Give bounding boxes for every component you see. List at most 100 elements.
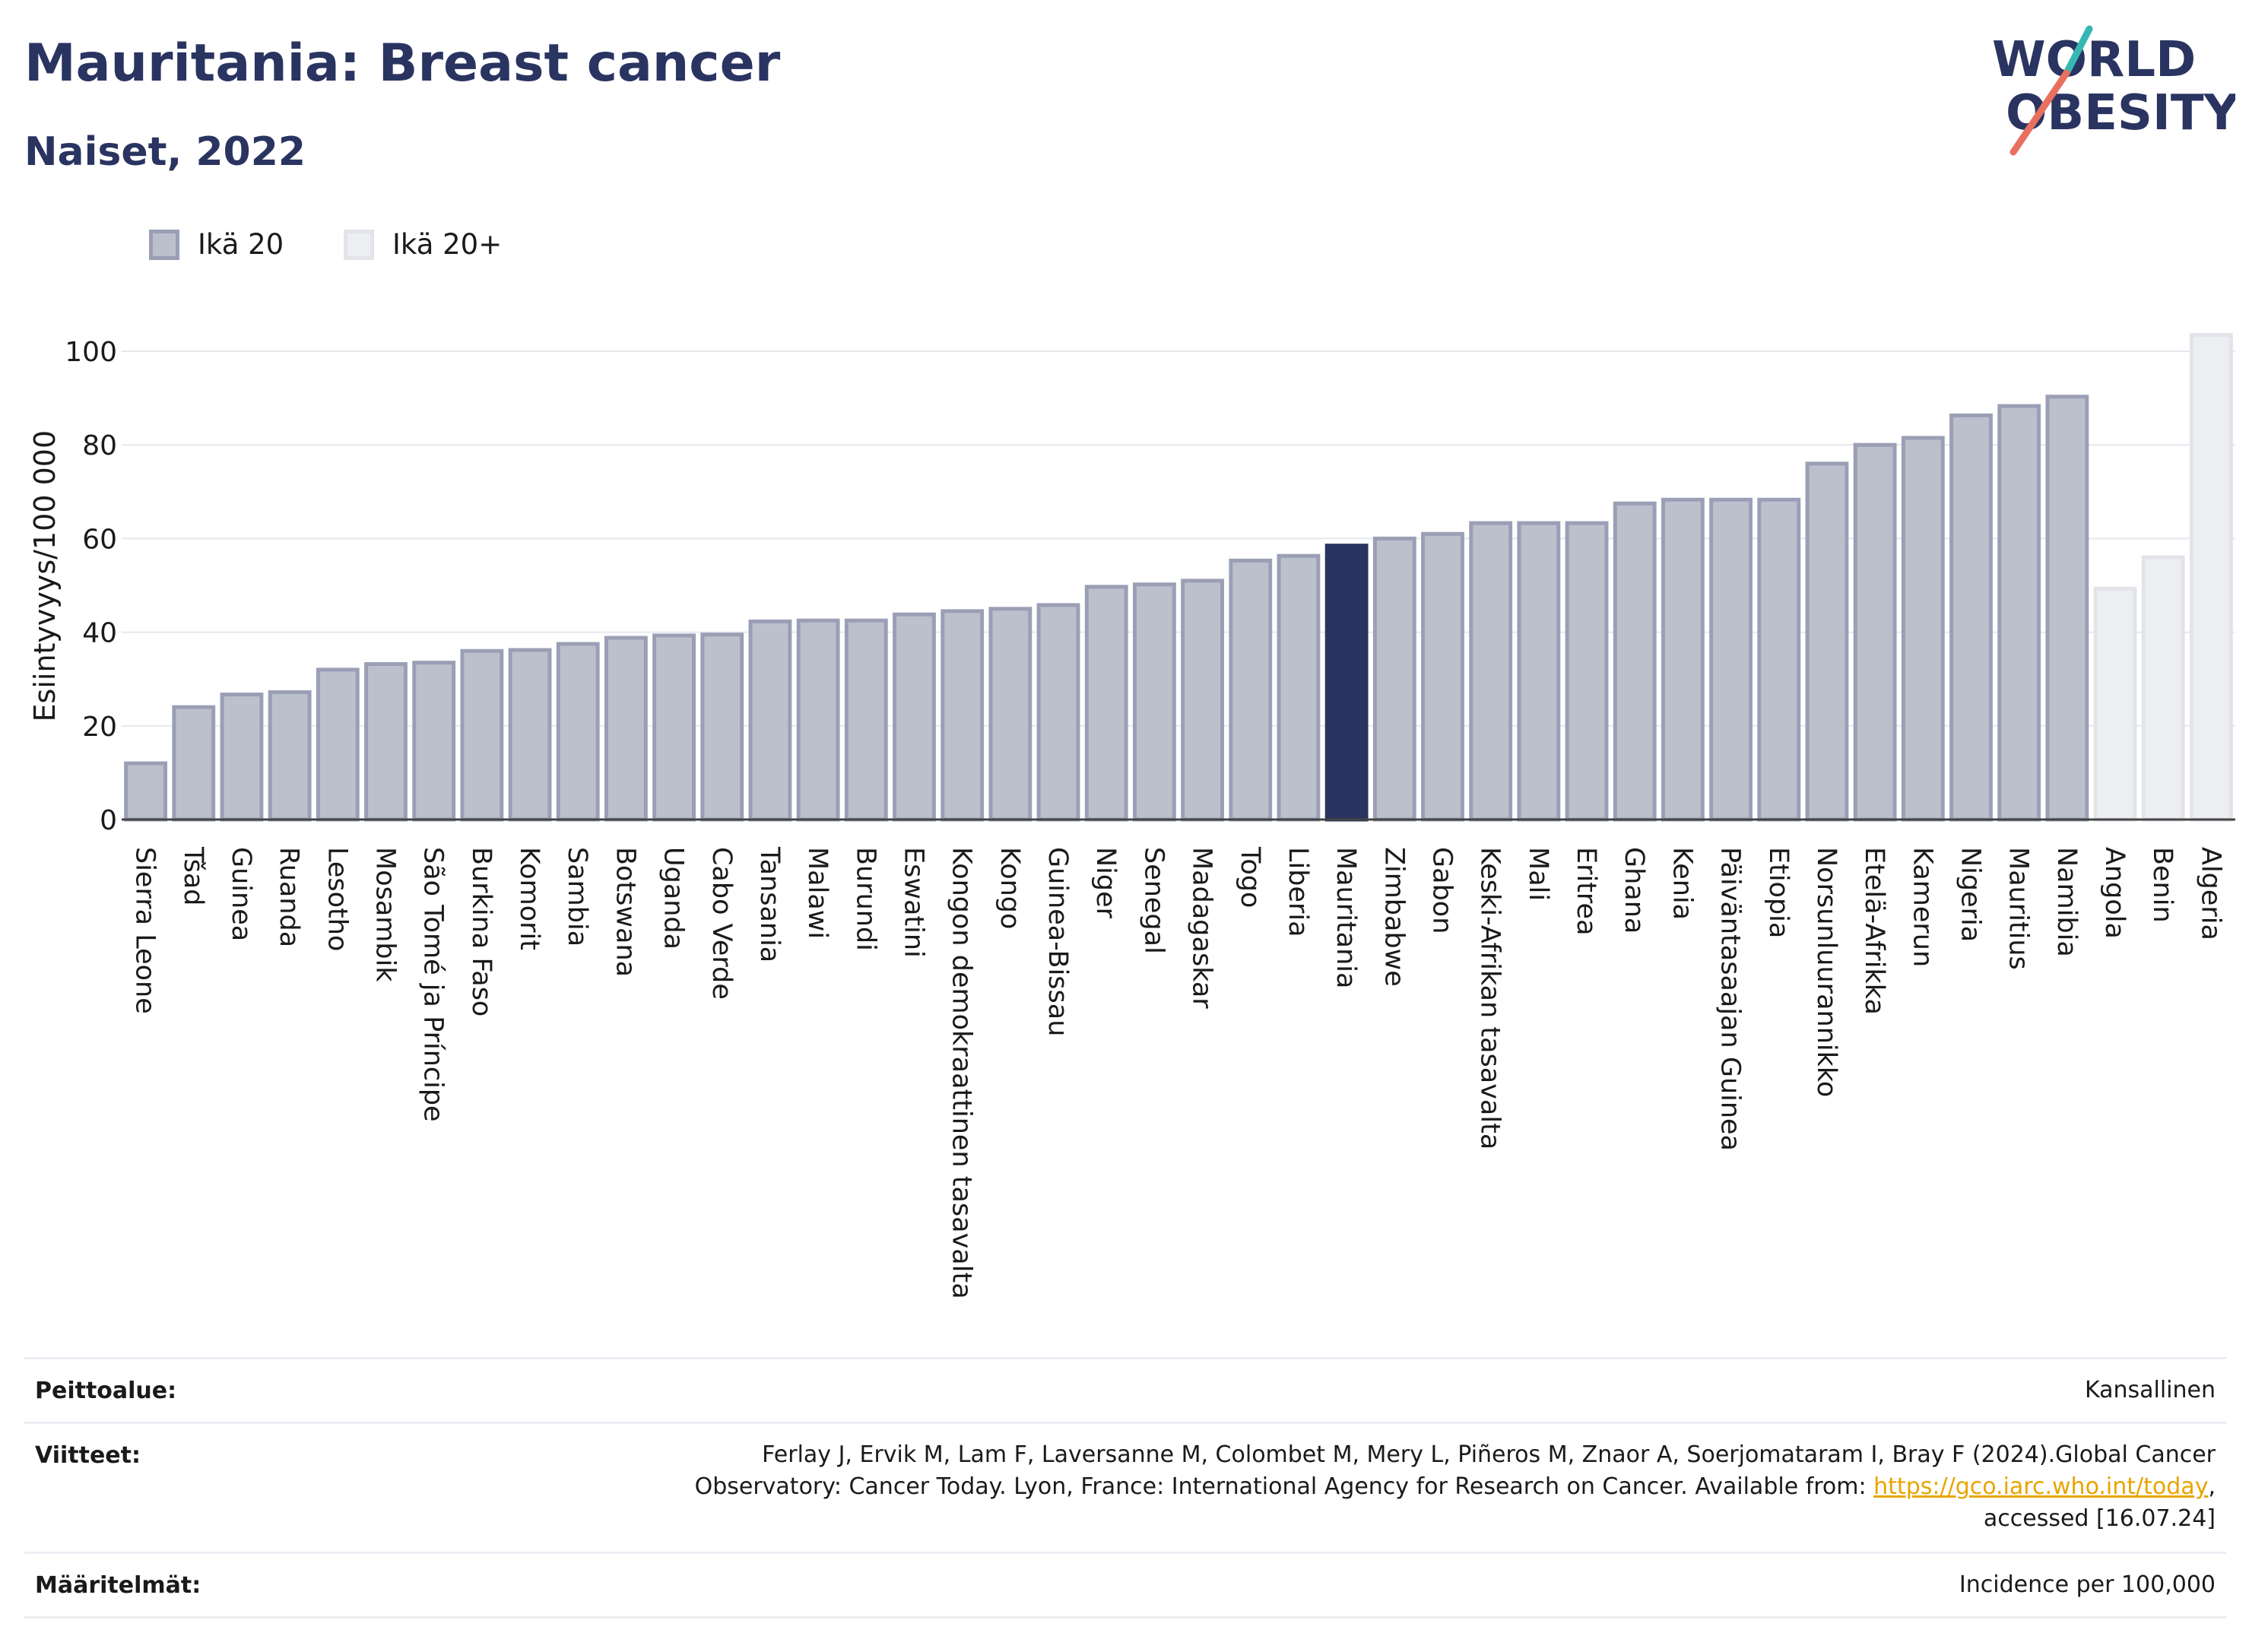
y-tick-labels: 0 20 40 60 80 100 (65, 337, 117, 836)
world-obesity-logo: WORLD OBESITY (1992, 25, 2235, 156)
references-line2-pre: Observatory: Cancer Today. Lyon, France:… (694, 1473, 1874, 1500)
x-tick-label: Burkina Faso (466, 847, 496, 1016)
bar-mosambik (364, 661, 408, 822)
logo-slash-teal (2063, 25, 2093, 77)
x-tick-label: Kongo (994, 847, 1025, 929)
x-tick-label: Mauritania (1331, 847, 1361, 988)
legend-swatch-light (344, 230, 374, 260)
bar-keski-afrikan-tasavalta (1469, 521, 1513, 822)
bar-mauritius (1997, 404, 2041, 822)
x-tick-label: Angola (2099, 847, 2130, 939)
x-tick-label: Namibia (2051, 847, 2082, 957)
bar-kamerun (1901, 436, 1945, 822)
x-tick-label: Sambia (562, 847, 592, 946)
bar-liberia (1277, 553, 1321, 822)
bar-guinea-bissau (1036, 603, 1080, 822)
x-tick-labels: Sierra Leone Tšad Guinea Ruanda Lesotho Mosam… (130, 846, 2226, 1299)
bars (124, 332, 2233, 822)
x-tick-label: Togo (1235, 846, 1265, 908)
bar-sambia (556, 642, 600, 822)
x-tick-label: Eritrea (1571, 847, 1601, 936)
bar-uganda (652, 633, 696, 822)
x-tick-label: São Tomé ja Príncipe (418, 847, 449, 1122)
page-subtitle: Naiset, 2022 (24, 129, 306, 175)
bar-tansania (748, 619, 792, 822)
coverage-label: Peittoalue: (35, 1378, 177, 1404)
x-tick-label: Kenia (1667, 847, 1697, 920)
bar-algeria (2190, 332, 2233, 822)
bar-cabo-verde (700, 633, 744, 822)
references-line2-post: , (2208, 1473, 2216, 1500)
logo-line2: OBESITY (2006, 85, 2235, 141)
bar-mauritania (1324, 544, 1369, 822)
bar-malawi (796, 618, 840, 822)
y-tick-label: 40 (82, 618, 117, 649)
x-tick-label: Etelä-Afrikka (1859, 847, 1889, 1015)
bar-ruanda (268, 690, 312, 822)
x-tick-label: Guinea-Bissau (1042, 847, 1073, 1036)
bar-burkina-faso (460, 648, 504, 822)
x-tick-label: Niger (1090, 847, 1121, 919)
bar-angola (2093, 586, 2137, 822)
references-line1: Ferlay J, Ervik M, Lam F, Laversanne M, … (762, 1441, 2216, 1468)
x-tick-label: Mali (1523, 847, 1553, 901)
references-line3: accessed [16.07.24] (1983, 1505, 2216, 1532)
bar-nigeria (1949, 413, 1993, 822)
bar-burundi (844, 618, 888, 822)
x-tick-label: Mauritius (2003, 847, 2034, 970)
x-tick-label: Etiopia (1763, 847, 1794, 938)
x-tick-label: Malawi (802, 847, 833, 939)
footer-row-definitions: Määritelmät: Incidence per 100,000 (24, 1552, 2226, 1619)
bar-komorit (508, 648, 552, 822)
x-tick-label: Lesotho (322, 847, 352, 951)
legend-label: Ikä 20 (198, 228, 284, 261)
x-tick-label: Uganda (658, 847, 689, 950)
bar-benin (2141, 555, 2185, 822)
x-tick-label: Senegal (1138, 847, 1169, 954)
bar-eritrea (1565, 521, 1609, 822)
y-tick-label: 20 (82, 712, 117, 743)
legend-swatch-dark (149, 230, 179, 260)
x-tick-label: Ruanda (274, 847, 304, 947)
bar-norsunluurannikko (1805, 461, 1849, 822)
bar-gabon (1421, 531, 1464, 822)
bar-etel-afrikka (1853, 442, 1897, 822)
x-tick-label: Algeria (2195, 847, 2225, 940)
bar-etiopia (1757, 497, 1801, 822)
x-tick-label: Norsunluurannikko (1811, 847, 1841, 1097)
footer-row-references: Viitteet: Ferlay J, Ervik M, Lam F, Lave… (24, 1422, 2226, 1552)
references-label: Viitteet: (35, 1442, 141, 1469)
definitions-label: Määritelmät: (35, 1572, 201, 1599)
logo-line1: WORLD (1992, 32, 2196, 88)
bar-botswana (604, 636, 648, 822)
x-tick-label: Guinea (226, 847, 256, 941)
page-title: Mauritania: Breast cancer (24, 33, 781, 94)
references-line2: Observatory: Cancer Today. Lyon, France:… (24, 1471, 2216, 1503)
bar-madagaskar (1181, 579, 1224, 822)
bar-s-o-tom-ja-pr-ncipe (412, 661, 456, 822)
y-tick-label: 80 (82, 430, 117, 461)
x-tick-label: Tansania (754, 846, 785, 962)
x-tick-label: Gabon (1427, 847, 1458, 934)
x-tick-label: Burundi (850, 847, 880, 951)
x-tick-label: Madagaskar (1187, 847, 1217, 1009)
x-tick-label: Ghana (1619, 847, 1649, 934)
bar-chart: 0 20 40 60 80 100 Sierra Leone Tšad Guinea Ruand… (28, 332, 2235, 1299)
y-tick-label: 0 (100, 805, 117, 836)
coverage-value: Kansallinen (2084, 1377, 2216, 1403)
bar-lesotho (316, 667, 360, 822)
bar-p-iv-ntasaajan-guinea (1709, 497, 1753, 822)
y-axis-label: Esiintyvyys/100 000 (28, 430, 62, 722)
x-tick-label: Keski-Afrikan tasavalta (1475, 847, 1505, 1149)
x-tick-label: Kongon demokraattinen tasavalta (947, 847, 977, 1299)
x-tick-label: Päiväntasaajan Guinea (1715, 847, 1746, 1151)
x-tick-label: Botswana (610, 847, 640, 977)
references-link[interactable]: https://gco.iarc.who.int/today (1873, 1473, 2209, 1500)
bar-eswatini (893, 612, 936, 822)
x-tick-label: Komorit (514, 847, 544, 950)
bar-kenia (1661, 497, 1705, 822)
y-tick-label: 100 (65, 337, 117, 368)
x-tick-label: Mosambik (370, 847, 401, 982)
bar-guinea (220, 693, 264, 822)
bar-zimbabwe (1372, 536, 1416, 822)
